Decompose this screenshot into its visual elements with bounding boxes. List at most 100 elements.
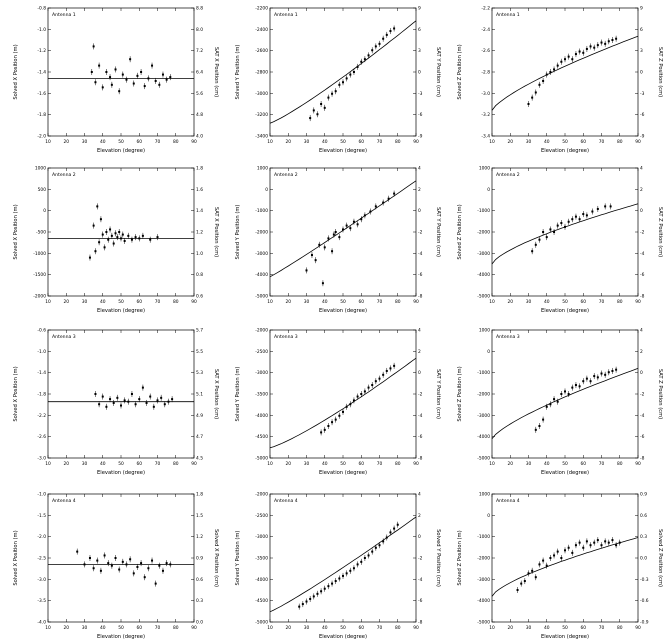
y-tick-label: -500 xyxy=(36,230,46,236)
y2-tick-label: 1.2 xyxy=(196,230,203,236)
data-point xyxy=(531,250,534,253)
data-point xyxy=(323,587,326,590)
data-point xyxy=(604,540,607,543)
data-point xyxy=(538,83,541,86)
data-point xyxy=(618,541,621,544)
data-point xyxy=(542,79,545,82)
x-tick-label: 90 xyxy=(191,299,197,305)
y-tick-label: -2.2 xyxy=(37,413,46,419)
data-point xyxy=(163,403,166,406)
x-tick-label: 50 xyxy=(118,625,124,631)
data-point xyxy=(118,568,121,571)
y-tick-label: -1.8 xyxy=(37,112,46,118)
data-point xyxy=(374,205,377,208)
plot-frame xyxy=(47,7,195,137)
y-axis-label: Solved X Position (m) xyxy=(13,366,19,421)
y2-tick-label: 0.9 xyxy=(196,556,203,562)
x-tick-label: 50 xyxy=(118,139,124,145)
data-point xyxy=(534,243,537,246)
data-point xyxy=(152,405,155,408)
y-tick-label: -3.5 xyxy=(37,598,46,604)
plot-frame xyxy=(491,167,639,297)
data-point xyxy=(574,53,577,56)
data-point xyxy=(342,81,344,84)
data-point xyxy=(585,540,588,543)
data-point xyxy=(298,605,301,608)
plot-frame xyxy=(269,493,417,623)
y2-tick-label: 4 xyxy=(418,492,421,498)
y-tick-label: -4000 xyxy=(477,598,490,604)
y-tick-label: -4000 xyxy=(477,272,490,278)
y-tick-label: -4000 xyxy=(477,434,490,440)
y-axis-label: Solved Y Position (m) xyxy=(235,45,241,100)
y2-tick-label: -0.3 xyxy=(640,577,649,583)
y-tick-label: -3.0 xyxy=(37,577,46,583)
data-point xyxy=(107,562,110,565)
y-tick-label: -5000 xyxy=(477,620,490,626)
x-axis-label: Elevation (degree) xyxy=(319,634,367,640)
data-point xyxy=(582,546,585,549)
data-point xyxy=(382,373,385,376)
data-point xyxy=(382,37,385,40)
data-point xyxy=(578,541,581,544)
data-point xyxy=(110,234,113,237)
data-point xyxy=(338,577,341,580)
y-tick-label: -1000 xyxy=(33,251,46,257)
x-axis-label: Elevation (degree) xyxy=(319,308,367,314)
y2-axis-label: SAT Z Position (cm) xyxy=(657,47,663,97)
chart-panel-12: 10 20 30 40 50 60 70 80 90 -5000 -4000 -3000 -2000 -1… xyxy=(457,492,663,641)
data-point xyxy=(531,569,534,572)
data-point xyxy=(582,380,585,383)
data-point xyxy=(76,550,79,553)
y2-tick-label: 1.4 xyxy=(196,208,203,214)
data-point xyxy=(374,546,377,549)
x-tick-label: 40 xyxy=(544,139,550,145)
x-tick-label: 40 xyxy=(322,625,328,631)
x-tick-label: 60 xyxy=(580,625,586,631)
data-point xyxy=(571,58,574,61)
y-tick-label: 0 xyxy=(43,208,46,214)
data-point xyxy=(94,393,97,395)
x-tick-label: 90 xyxy=(413,299,419,305)
data-point xyxy=(564,58,566,61)
data-point xyxy=(571,386,574,389)
y-tick-label: -1.0 xyxy=(37,349,46,355)
data-point xyxy=(88,256,91,259)
y2-axis-label: SAT Y Position (cm) xyxy=(435,369,441,419)
y-tick-label: -2000 xyxy=(255,492,268,498)
fit-curve xyxy=(491,368,639,440)
data-point xyxy=(378,544,381,547)
x-tick-label: 10 xyxy=(45,461,51,467)
data-point xyxy=(396,523,399,526)
x-tick-label: 10 xyxy=(489,139,495,145)
data-point xyxy=(549,71,552,73)
data-point xyxy=(553,554,556,557)
x-tick-label: 80 xyxy=(395,625,401,631)
data-point xyxy=(607,541,610,544)
data-point xyxy=(393,27,396,30)
data-point xyxy=(363,557,366,559)
data-point xyxy=(103,246,106,249)
y2-tick-label: -0.9 xyxy=(640,620,649,626)
y2-tick-label: 5.1 xyxy=(196,392,203,398)
data-point xyxy=(331,250,334,253)
data-point xyxy=(309,117,312,120)
data-point xyxy=(334,580,337,583)
x-tick-label: 30 xyxy=(304,625,310,631)
y-tick-label: -4.0 xyxy=(37,620,46,626)
data-point xyxy=(331,92,334,95)
y2-tick-label: 0.0 xyxy=(640,556,647,562)
data-point xyxy=(342,574,344,577)
data-point xyxy=(121,73,124,76)
data-point xyxy=(136,74,139,77)
y-tick-label: -2.8 xyxy=(481,70,490,76)
plot-frame xyxy=(47,167,195,297)
y-tick-label: 1000 xyxy=(479,492,490,498)
y-tick-label: -1.4 xyxy=(37,70,46,76)
data-point xyxy=(593,46,596,49)
data-point xyxy=(600,544,603,547)
data-point xyxy=(356,395,359,398)
x-tick-label: 90 xyxy=(635,461,641,467)
y2-tick-label: 0.8 xyxy=(196,272,203,278)
y-tick-label: -1000 xyxy=(255,208,268,214)
